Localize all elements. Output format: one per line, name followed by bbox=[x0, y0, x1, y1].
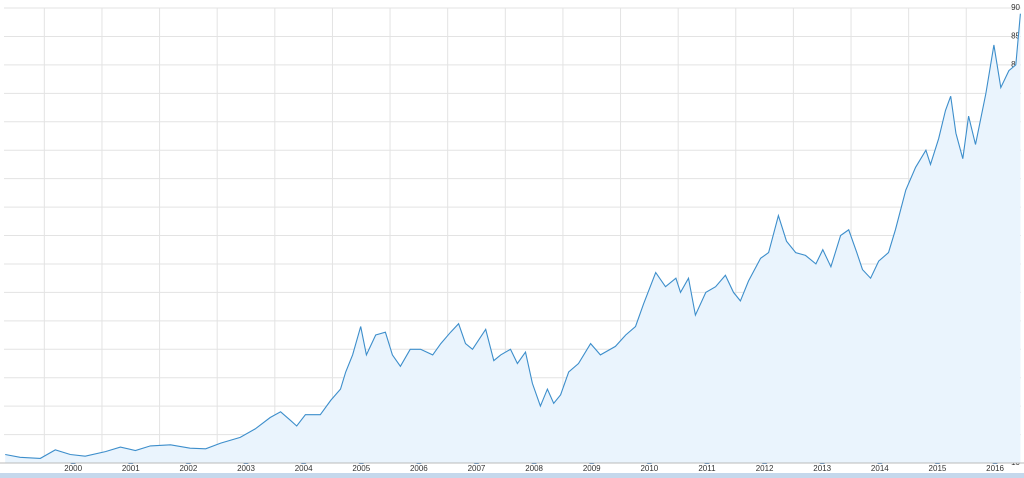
x-tick-label: 2008 bbox=[525, 464, 543, 473]
x-tick-label: 2011 bbox=[698, 464, 716, 473]
y-tick-label: 85 bbox=[1011, 32, 1020, 41]
x-tick-label: 2007 bbox=[468, 464, 486, 473]
x-tick-label: 2014 bbox=[871, 464, 889, 473]
navigator-strip bbox=[0, 473, 1024, 478]
x-tick-label: 2015 bbox=[929, 464, 947, 473]
x-tick-label: 2002 bbox=[179, 464, 197, 473]
x-tick-label: 2003 bbox=[237, 464, 255, 473]
x-tick-label: 2006 bbox=[410, 464, 428, 473]
y-tick-label: 90 bbox=[1011, 3, 1020, 12]
x-tick-label: 2000 bbox=[64, 464, 82, 473]
x-tick-label: 2001 bbox=[122, 464, 140, 473]
x-tick-label: 2004 bbox=[295, 464, 313, 473]
x-tick-label: 2005 bbox=[352, 464, 370, 473]
price-line bbox=[5, 13, 1021, 459]
x-tick-label: 2013 bbox=[813, 464, 831, 473]
area-fill bbox=[5, 13, 1021, 463]
x-tick-label: 2016 bbox=[986, 464, 1004, 473]
x-tick-label: 2010 bbox=[640, 464, 658, 473]
x-tick-label: 2012 bbox=[756, 464, 774, 473]
x-tick-label: 2009 bbox=[583, 464, 601, 473]
